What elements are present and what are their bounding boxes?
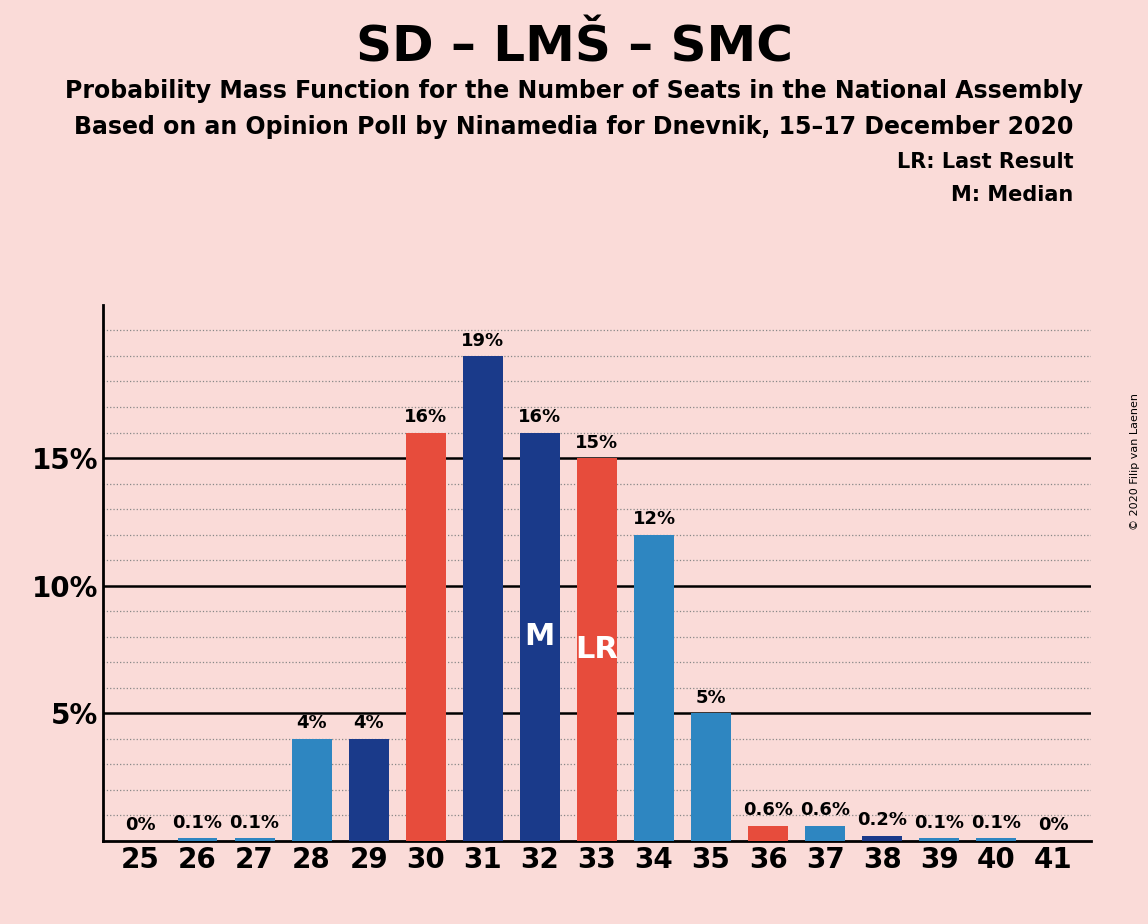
- Text: 0.1%: 0.1%: [230, 814, 280, 832]
- Bar: [748, 825, 789, 841]
- Text: © 2020 Filip van Laenen: © 2020 Filip van Laenen: [1130, 394, 1140, 530]
- Text: 16%: 16%: [404, 408, 448, 426]
- Bar: [577, 458, 616, 841]
- Text: 4%: 4%: [296, 714, 327, 733]
- Bar: [234, 838, 274, 841]
- Bar: [634, 535, 674, 841]
- Bar: [178, 838, 217, 841]
- Text: 0.1%: 0.1%: [971, 814, 1022, 832]
- Text: M: Median: M: Median: [952, 185, 1073, 205]
- Text: Probability Mass Function for the Number of Seats in the National Assembly: Probability Mass Function for the Number…: [65, 79, 1083, 103]
- Bar: [292, 739, 332, 841]
- Text: 12%: 12%: [633, 510, 675, 529]
- Text: 0%: 0%: [1038, 817, 1069, 834]
- Bar: [349, 739, 389, 841]
- Bar: [405, 432, 445, 841]
- Text: 19%: 19%: [461, 332, 504, 349]
- Text: 4%: 4%: [354, 714, 383, 733]
- Bar: [920, 838, 960, 841]
- Bar: [520, 432, 560, 841]
- Text: 15%: 15%: [575, 433, 619, 452]
- Text: 0.6%: 0.6%: [800, 801, 851, 820]
- Text: 16%: 16%: [519, 408, 561, 426]
- Text: 0.2%: 0.2%: [858, 811, 907, 830]
- Text: Based on an Opinion Poll by Ninamedia for Dnevnik, 15–17 December 2020: Based on an Opinion Poll by Ninamedia fo…: [75, 115, 1073, 139]
- Text: 0.1%: 0.1%: [914, 814, 964, 832]
- Bar: [805, 825, 845, 841]
- Text: LR: Last Result: LR: Last Result: [897, 152, 1073, 173]
- Bar: [862, 835, 902, 841]
- Text: SD – LMŠ – SMC: SD – LMŠ – SMC: [356, 23, 792, 71]
- Text: 5%: 5%: [696, 689, 727, 707]
- Text: 0%: 0%: [125, 817, 156, 834]
- Bar: [463, 356, 503, 841]
- Bar: [977, 838, 1016, 841]
- Text: LR: LR: [575, 635, 619, 664]
- Text: 0.1%: 0.1%: [172, 814, 223, 832]
- Text: 0.6%: 0.6%: [743, 801, 793, 820]
- Text: M: M: [525, 622, 556, 651]
- Bar: [691, 713, 731, 841]
